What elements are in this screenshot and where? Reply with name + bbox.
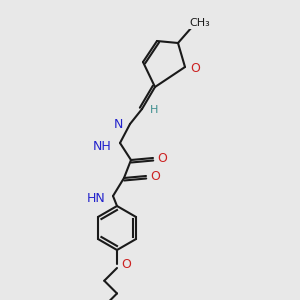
- Text: HN: HN: [86, 191, 105, 205]
- Text: O: O: [157, 152, 167, 164]
- Text: O: O: [150, 169, 160, 182]
- Text: CH₃: CH₃: [190, 18, 210, 28]
- Text: NH: NH: [93, 140, 112, 152]
- Text: O: O: [121, 257, 131, 271]
- Text: N: N: [114, 118, 123, 131]
- Text: O: O: [190, 61, 200, 74]
- Text: H: H: [150, 105, 158, 115]
